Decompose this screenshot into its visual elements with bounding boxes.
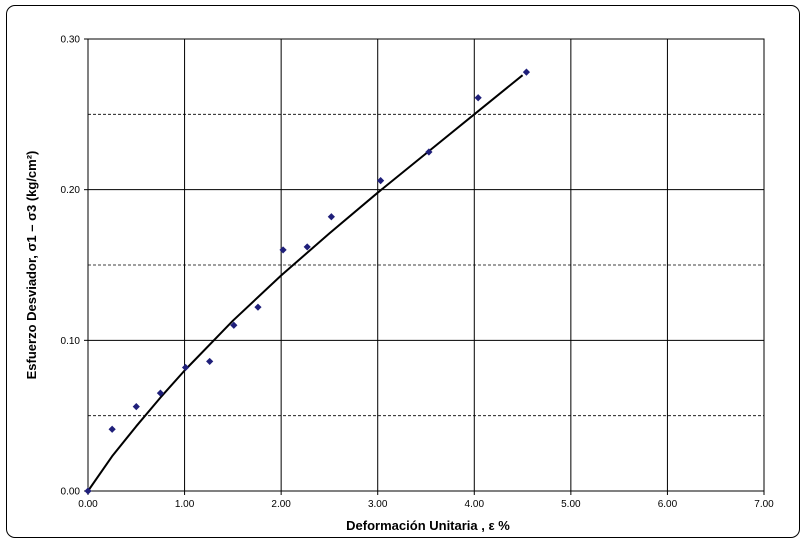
x-tick-label: 7.00 — [754, 499, 774, 510]
x-tick-label: 3.00 — [368, 499, 388, 510]
x-tick-label: 1.00 — [175, 499, 195, 510]
y-tick-label: 0.20 — [61, 185, 81, 196]
x-tick-labels: 0.00 1.00 2.00 3.00 4.00 5.00 6.00 7.00 — [78, 499, 774, 510]
y-tick-label: 0.10 — [61, 336, 81, 347]
grid — [84, 38, 765, 495]
data-point — [474, 94, 482, 102]
data-point — [156, 389, 165, 397]
data-point — [303, 243, 311, 251]
plot-area — [87, 38, 765, 492]
data-point — [84, 487, 92, 495]
data-point — [377, 177, 385, 185]
x-axis-title: Deformación Unitaria , ε % — [346, 518, 510, 533]
data-point — [132, 403, 140, 411]
x-tick-label: 2.00 — [271, 499, 291, 510]
data-point — [522, 68, 531, 76]
x-tick-label: 6.00 — [658, 499, 678, 510]
data-point — [327, 213, 335, 221]
trendline-path — [87, 74, 524, 492]
data-points — [84, 68, 531, 495]
y-axis-title: Esfuerzo Desviador, σ1 – σ3 (kg/cm²) — [24, 151, 39, 380]
x-tick-label: 5.00 — [561, 499, 581, 510]
data-point — [230, 321, 238, 329]
x-tick-label: 4.00 — [465, 499, 485, 510]
data-point — [425, 148, 433, 156]
y-tick-label: 0.30 — [61, 35, 81, 46]
data-point — [108, 425, 116, 433]
x-tick-label: 0.00 — [78, 499, 98, 510]
trendline — [87, 74, 524, 492]
y-tick-label: 0.00 — [61, 487, 81, 498]
data-point — [254, 303, 262, 311]
data-point — [206, 357, 214, 366]
data-point — [181, 363, 190, 372]
data-point — [279, 246, 287, 254]
y-tick-labels: 0.00 0.10 0.20 0.30 — [61, 35, 81, 498]
